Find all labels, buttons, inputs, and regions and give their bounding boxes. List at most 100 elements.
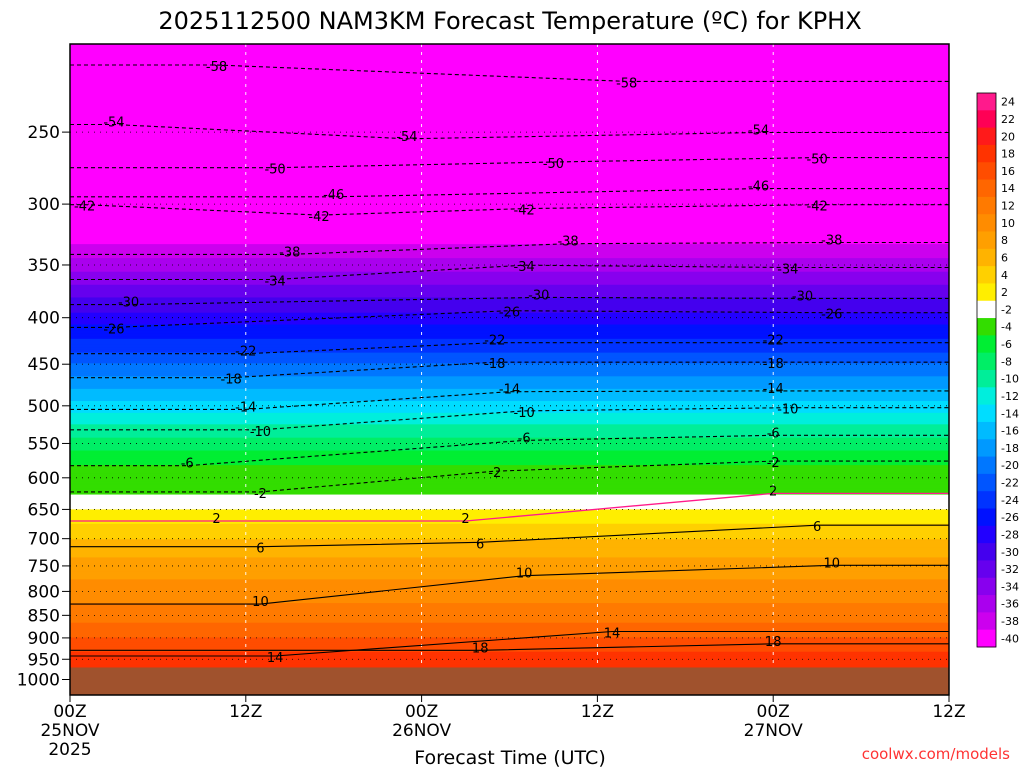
temperature-band [70, 665, 949, 668]
temperature-band [70, 555, 949, 559]
temperature-band [70, 568, 949, 571]
temperature-band [70, 537, 949, 540]
temperature-band [70, 428, 949, 432]
temperature-band [70, 291, 949, 295]
temperature-band [70, 630, 949, 633]
temperature-band [70, 363, 949, 367]
colorbar-swatch [977, 283, 996, 302]
temperature-band [70, 403, 949, 407]
temperature-band [70, 662, 949, 665]
temperature-band [70, 355, 949, 359]
temperature-band [70, 324, 949, 329]
temperature-band [70, 619, 949, 622]
colorbar-label: 24 [1001, 96, 1015, 109]
contour-label: -30 [792, 289, 813, 304]
contour-label: 18 [472, 641, 489, 656]
contour-label: -46 [748, 180, 769, 195]
colorbar-label: -26 [1001, 511, 1019, 524]
x-axis-label: Forecast Time (UTC) [414, 747, 605, 768]
temperature-band [70, 336, 949, 340]
colorbar-label: -40 [1001, 632, 1019, 645]
temperature-band [70, 287, 949, 292]
temperature-band [70, 625, 949, 628]
temperature-band [70, 570, 949, 573]
temperature-band [70, 300, 949, 305]
temperature-band [70, 589, 949, 593]
temperature-band [70, 165, 949, 171]
temperature-band [70, 426, 949, 430]
contour-label: -46 [323, 188, 344, 203]
temperature-band [70, 614, 949, 617]
contour-line [70, 434, 949, 467]
temperature-band [70, 465, 949, 468]
temperature-band [70, 306, 949, 311]
temperature-band [70, 477, 949, 480]
colorbar-label: -6 [1001, 338, 1012, 351]
temperature-band [70, 124, 949, 130]
contour-label: -10 [514, 406, 535, 421]
colorbar-swatch [977, 612, 996, 631]
temperature-band [70, 621, 949, 624]
contour-label: -34 [514, 260, 535, 275]
contour-line [70, 157, 949, 169]
temperature-band [70, 383, 949, 387]
ground-below-surface [70, 667, 949, 695]
temperature-band [70, 471, 949, 474]
contour-label: -26 [103, 322, 124, 337]
temperature-band [70, 152, 949, 158]
temperature-band [70, 646, 949, 649]
temperature-band [70, 500, 949, 503]
temperature-band [70, 525, 949, 528]
temperature-band [70, 650, 949, 653]
temperature-band [70, 600, 949, 603]
contour-label: -2 [254, 487, 267, 502]
y-tick-label: 350 [28, 256, 60, 276]
y-tick-label: 550 [28, 434, 60, 454]
colorbar-swatch [977, 318, 996, 336]
contour-label: -50 [264, 163, 285, 178]
temperature-band [70, 573, 949, 576]
temperature-band [70, 297, 949, 302]
colorbar-label: -10 [1001, 373, 1019, 386]
colorbar-label: 2 [1001, 286, 1008, 299]
temperature-band [70, 233, 949, 238]
temperature-band [70, 577, 949, 580]
contour-label: -2 [767, 456, 780, 471]
temperature-band [70, 312, 949, 317]
colorbar-swatch [977, 543, 996, 561]
temperature-band [70, 481, 949, 484]
colorbar-frame [976, 92, 997, 648]
contour-label: -58 [616, 76, 637, 91]
contour-label: 10 [252, 595, 269, 610]
temperature-band [70, 327, 949, 331]
temperature-band [70, 597, 949, 600]
contour-line [70, 123, 949, 140]
y-tick-label: 450 [28, 355, 60, 375]
colorbar-swatch [977, 421, 996, 440]
temperature-band [70, 514, 949, 518]
temperature-band [70, 281, 949, 286]
contour-label: -10 [250, 425, 271, 440]
colorbar-label: -16 [1001, 425, 1019, 438]
x-tick-label: 12Z [932, 702, 965, 722]
temperature-band [70, 547, 949, 550]
y-tick-label: 950 [28, 650, 60, 670]
colorbar-swatch [977, 629, 996, 648]
temperature-band [70, 545, 949, 549]
temperature-band [70, 360, 949, 364]
temperature-band [70, 652, 949, 655]
temperature-band [70, 198, 949, 204]
temperature-band [70, 388, 949, 392]
contour-label: -50 [543, 157, 564, 172]
temperature-band [70, 608, 949, 611]
x-tick-label: 27NOV [744, 721, 803, 741]
temperature-band [70, 138, 949, 144]
temperature-band [70, 349, 949, 354]
temperature-band [70, 435, 949, 439]
colorbar-swatch [977, 214, 996, 232]
temperature-band [70, 601, 949, 604]
contour-label: -14 [499, 383, 520, 398]
temperature-band [70, 373, 949, 377]
temperature-band [70, 156, 949, 162]
temperature-band [70, 258, 949, 263]
